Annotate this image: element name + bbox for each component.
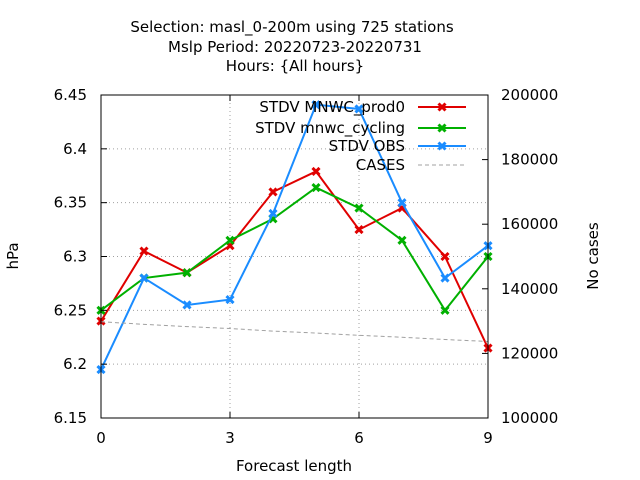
y-tick-label: 6.45 (54, 86, 87, 104)
legend-marker (437, 102, 447, 112)
legend-label: STDV OBS (329, 137, 405, 155)
grid (101, 95, 488, 418)
series-2 (96, 100, 493, 375)
data-point (397, 198, 407, 208)
data-point (225, 235, 235, 245)
x-tick-label: 0 (96, 429, 106, 447)
series-3 (100, 321, 489, 342)
series-0 (96, 166, 493, 353)
x-axis-label: Forecast length (236, 457, 352, 475)
data-point (311, 183, 321, 193)
y-axis-ticks: 6.15 6.2 6.25 6.3 6.35 6.4 6.45 (54, 86, 107, 427)
y2-tick-label: 120000 (501, 344, 558, 362)
chart-title-line-2: Mslp Period: 20220723-20220731 (168, 38, 422, 56)
y2-axis-label: No cases (584, 222, 602, 290)
y-axis-label: hPa (4, 242, 22, 269)
y-tick-label: 6.25 (54, 301, 87, 319)
legend-item: STDV mnwc_cycling (255, 119, 466, 138)
y2-axis-ticks: 100000 120000 140000 160000 180000 200000 (482, 86, 558, 427)
data-point (268, 208, 278, 218)
y-tick-label: 6.4 (63, 140, 87, 158)
series-1 (96, 183, 493, 315)
data-point (440, 251, 450, 262)
data-point (182, 268, 192, 278)
y2-tick-label: 140000 (501, 280, 558, 298)
x-axis-ticks: 0 3 6 9 (96, 95, 493, 447)
data-point (354, 203, 364, 213)
series-group (96, 100, 493, 375)
x-tick-label: 6 (354, 429, 364, 447)
data-point (139, 273, 149, 283)
legend-marker (437, 141, 447, 151)
data-point (397, 235, 407, 245)
y2-tick-label: 160000 (501, 215, 558, 233)
data-point (354, 104, 364, 114)
data-point (311, 166, 321, 177)
data-point (311, 100, 321, 110)
chart-title-line-3: Hours: {All hours} (226, 57, 364, 75)
y2-tick-label: 100000 (501, 409, 558, 427)
chart-title: Selection: masl_0-200m using 725 station… (130, 18, 454, 75)
y-tick-label: 6.15 (54, 409, 87, 427)
legend-item: STDV MNWC_prod0 (259, 98, 466, 117)
series-line (100, 321, 489, 342)
legend-label: STDV mnwc_cycling (255, 119, 405, 138)
data-point (139, 246, 149, 256)
data-point (268, 187, 278, 197)
x-tick-label: 9 (483, 429, 493, 447)
y-tick-label: 6.35 (54, 194, 87, 212)
data-point (354, 225, 364, 235)
legend-label: CASES (356, 156, 405, 174)
y2-tick-label: 180000 (501, 151, 558, 169)
y2-tick-label: 200000 (501, 86, 558, 104)
legend-item: STDV OBS (329, 137, 466, 155)
legend-label: STDV MNWC_prod0 (259, 98, 405, 117)
data-point (225, 295, 235, 305)
data-point (440, 305, 450, 315)
series-line (100, 170, 489, 349)
x-tick-label: 3 (225, 429, 235, 447)
data-point (182, 300, 192, 310)
legend-item: CASES (356, 156, 466, 174)
series-line (100, 186, 489, 313)
y-tick-label: 6.3 (63, 248, 87, 266)
series-line (100, 103, 489, 370)
chart-title-line-1: Selection: masl_0-200m using 725 station… (130, 18, 454, 37)
y-tick-label: 6.2 (63, 355, 87, 373)
legend-marker (437, 123, 447, 133)
data-point (440, 273, 450, 283)
